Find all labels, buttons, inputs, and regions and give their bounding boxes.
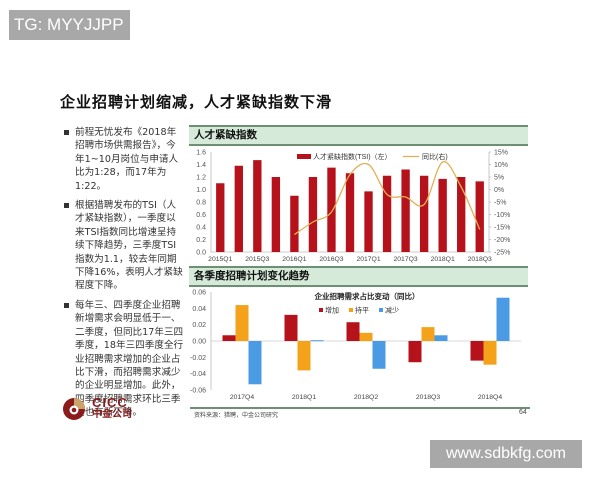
- legend-label: 增加: [325, 306, 339, 315]
- bar-增加: [408, 341, 422, 363]
- legend-bar-swatch: [297, 154, 311, 159]
- tsi-bar: [382, 175, 392, 252]
- bullet-item: 根据猎聘发布的TSI（人才紧缺指数），一季度以来TSI指数同比增速呈持续下降趋势…: [62, 199, 184, 293]
- recruit-chart: 0.06 0.04 0.02 0.00 -0.02 -0.04 -0.06 2017Q4 201…: [190, 290, 521, 401]
- page-title: 企业招聘计划缩减，人才紧缺指数下滑: [60, 93, 333, 111]
- x-tick: 2018Q1: [431, 256, 455, 263]
- y-tick: 0.06: [192, 290, 206, 297]
- x-tick: 2015Q3: [245, 256, 269, 263]
- legend-swatch: [349, 308, 353, 312]
- x-tick: 2018Q3: [468, 256, 492, 263]
- tsi-chart-panel: 人才紧缺指数 1.6 1.4 1.2 1.0 0.8 0.6 0.4 0.2 0.0 15% 10%…: [189, 125, 528, 268]
- bar-增加: [284, 314, 298, 341]
- legend-label: 持平: [355, 306, 369, 315]
- bar-持平: [421, 327, 435, 341]
- bullet-list: 前程无忧发布《2018年招聘市场供需报告》，今年1~10月岗位与申请人比为1:2…: [62, 126, 184, 426]
- tsi-chart-title: 人才紧缺指数: [189, 125, 528, 146]
- y-left-tick: 0.6: [196, 212, 206, 219]
- source-note: 资料来源：猎聘，中金公司研究: [194, 412, 279, 419]
- tsi-bar: [290, 195, 299, 252]
- bar-持平: [359, 332, 373, 341]
- tsi-bar: [419, 175, 429, 252]
- tsi-bar: [364, 191, 373, 252]
- page-number: 64: [519, 409, 527, 416]
- legend-swatch: [319, 308, 323, 312]
- y-left-tick: 0.4: [196, 225, 206, 232]
- y-tick: -0.04: [190, 371, 206, 378]
- y-left-tick: 0.0: [196, 250, 206, 257]
- x-tick: 2017Q3: [394, 256, 418, 263]
- watermark-bottom: www.sdbkfg.com: [430, 440, 582, 468]
- y-left-tick: 1.6: [196, 150, 206, 157]
- tsi-bar: [253, 160, 262, 252]
- x-tick: 2018Q1: [292, 394, 316, 401]
- tsi-bar: [457, 177, 466, 252]
- y-right-tick: 5%: [494, 175, 504, 182]
- legend-swatch: [379, 308, 383, 312]
- tsi-bar: [475, 181, 484, 252]
- bullet-item: 前程无忧发布《2018年招聘市场供需报告》，今年1~10月岗位与申请人比为1:2…: [62, 126, 184, 193]
- legend-label: 减少: [385, 306, 399, 315]
- cicc-logo-icon: [63, 398, 85, 420]
- footer-divider: [190, 407, 530, 409]
- x-tick: 2018Q2: [354, 394, 378, 401]
- y-left-tick: 1.2: [196, 175, 206, 182]
- tsi-bar: [327, 167, 336, 252]
- y-left-tick: 0.2: [196, 237, 206, 244]
- legend-line-label: 同比(右): [422, 152, 448, 161]
- y-left-tick: 1.4: [196, 162, 206, 169]
- recruit-chart-panel: 各季度招聘计划变化趋势 0.06 0.04 0.02 0.00 -0.02 -0.04 -0…: [189, 266, 528, 409]
- cicc-logo-text: CICC 中金公司: [92, 395, 132, 420]
- yoy-line: [294, 161, 481, 236]
- legend-bar-label: 人才紧缺指数(TSI)（左）: [313, 152, 392, 161]
- y-right-tick: 0%: [494, 187, 504, 194]
- y-right-tick: -10%: [494, 212, 510, 219]
- y-right-tick: -25%: [494, 250, 510, 257]
- tsi-bar: [234, 165, 243, 252]
- bar-持平: [235, 305, 249, 341]
- x-tick: 2017Q4: [230, 394, 254, 401]
- bar-增加: [470, 341, 484, 361]
- bar-增加: [222, 335, 236, 341]
- tsi-bar: [401, 169, 410, 252]
- x-tick: 2018Q4: [478, 394, 502, 401]
- bar-持平: [297, 341, 311, 371]
- y-right-tick: -15%: [494, 225, 510, 232]
- bar-持平: [483, 341, 497, 365]
- recruit-chart-title: 各季度招聘计划变化趋势: [189, 266, 528, 287]
- tsi-bar: [345, 173, 355, 252]
- y-tick: -0.06: [190, 388, 206, 395]
- bar-减少: [372, 341, 386, 369]
- x-tick: 2015Q1: [208, 256, 232, 263]
- tsi-bar: [308, 177, 318, 252]
- x-tick: 2016Q3: [319, 256, 343, 263]
- y-right-tick: -5%: [494, 200, 506, 207]
- x-tick: 2017Q1: [356, 256, 380, 263]
- bullet-item: 每年三、四季度企业招聘新增需求会明显低于一、二季度，但同比17年三四季度，18年…: [62, 299, 184, 420]
- bar-增加: [346, 322, 360, 341]
- tsi-chart: 1.6 1.4 1.2 1.0 0.8 0.6 0.4 0.2 0.0 15% 10% 5% 0% -5%…: [196, 150, 510, 264]
- tsi-bar: [438, 178, 447, 252]
- y-tick: -0.02: [190, 355, 206, 362]
- y-tick: 0.04: [192, 306, 206, 313]
- chart-subtitle: 企业招聘需求占比变动（同比）: [314, 291, 420, 301]
- y-left-tick: 0.8: [196, 200, 206, 207]
- bar-减少: [310, 340, 324, 342]
- bar-减少: [248, 341, 262, 385]
- bar-减少: [496, 297, 510, 341]
- bar-减少: [434, 335, 448, 341]
- y-right-tick: 15%: [494, 150, 508, 157]
- x-tick: 2018Q3: [416, 394, 440, 401]
- tsi-bar: [271, 177, 281, 252]
- watermark-top: TG: MYYJJPP: [9, 10, 130, 40]
- y-tick: 0.00: [192, 339, 206, 346]
- y-right-tick: 10%: [494, 162, 508, 169]
- y-tick: 0.02: [192, 322, 206, 329]
- y-left-tick: 1.0: [196, 187, 206, 194]
- tsi-bar: [216, 183, 225, 252]
- x-tick: 2016Q1: [282, 256, 306, 263]
- y-right-tick: -20%: [494, 237, 510, 244]
